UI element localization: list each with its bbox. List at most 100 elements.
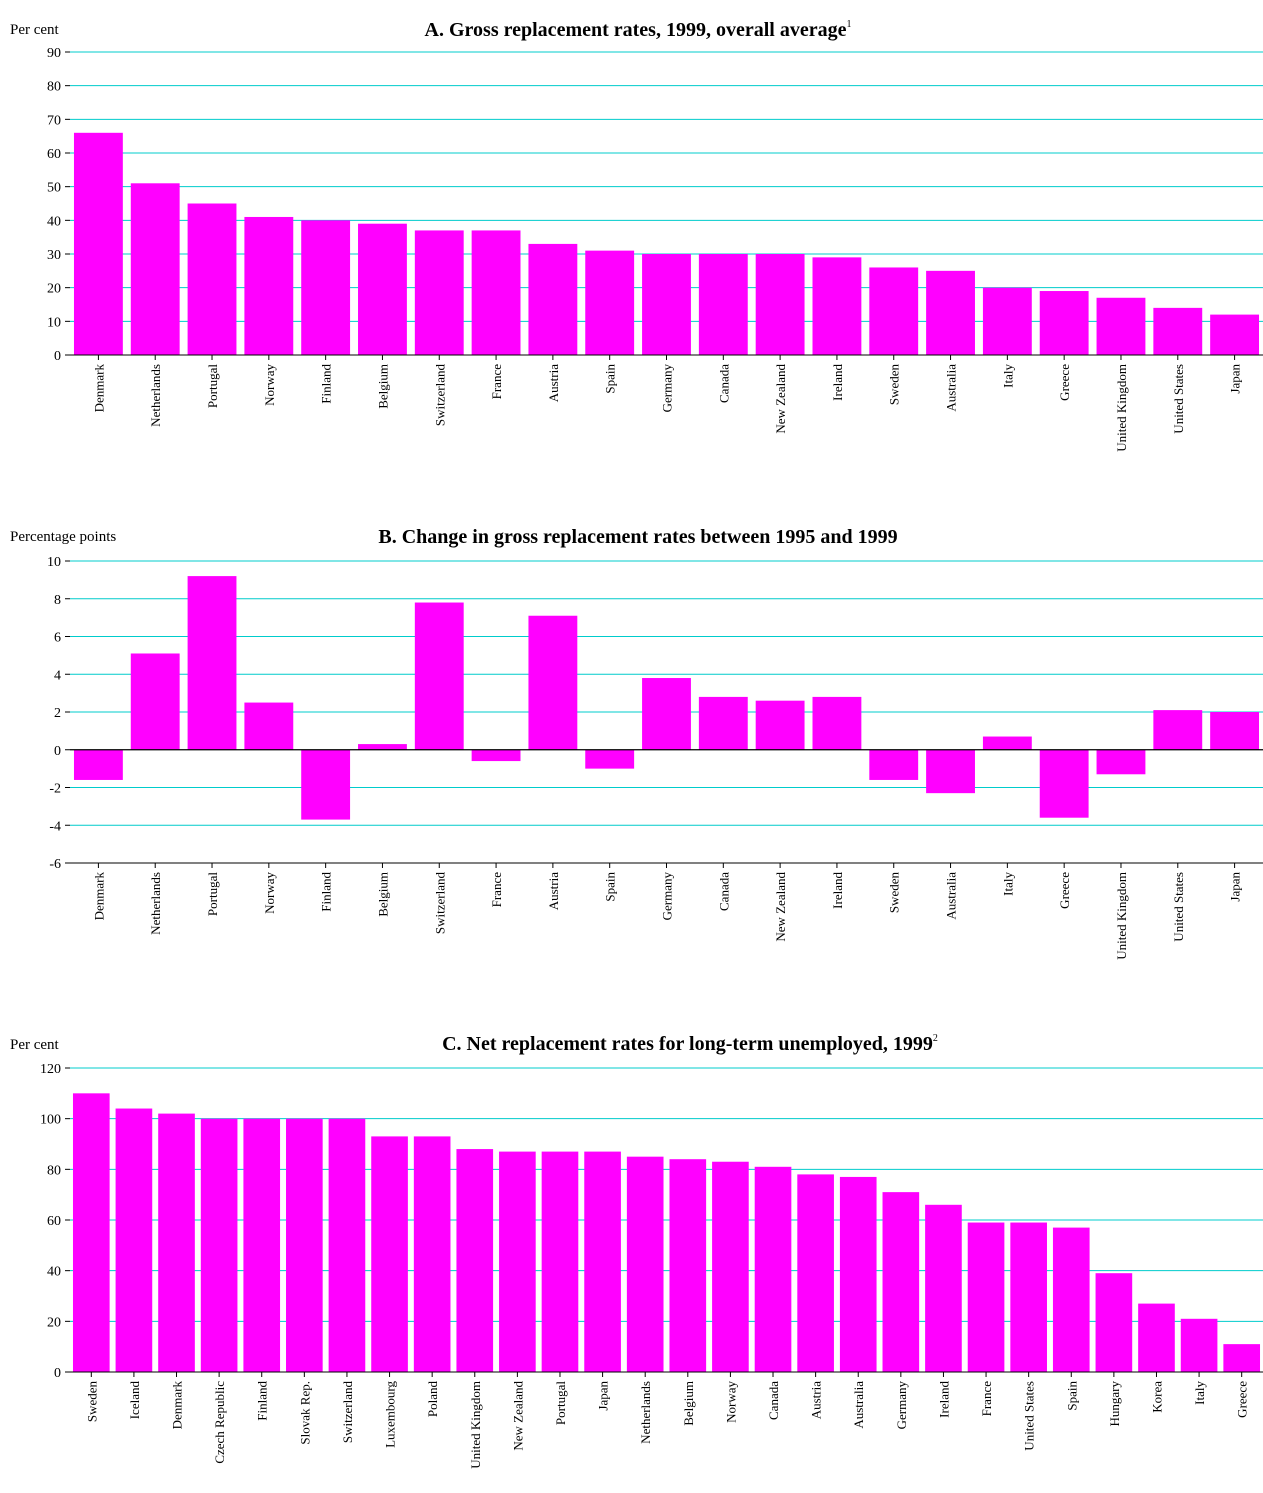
x-category-label: Greece [1057, 872, 1072, 909]
y-tick-label: 120 [40, 1062, 61, 1077]
bar-switzerland [414, 602, 464, 750]
y-tick-label: 80 [47, 1163, 61, 1178]
x-category-label: Japan [596, 1381, 611, 1411]
chart-title-footnote: 1 [846, 19, 851, 30]
x-category-label: Netherlands [148, 872, 163, 935]
x-category-label: Finland [319, 364, 334, 404]
x-category-label: United Kingdom [1114, 872, 1129, 960]
bar-australia [926, 270, 975, 355]
x-category-label: Finland [255, 1381, 270, 1421]
bar-finland [301, 220, 351, 355]
bar-united-states [1153, 710, 1203, 750]
bar-norway [244, 216, 294, 355]
bar-italy [1180, 1318, 1218, 1372]
bar-hungary [1095, 1273, 1133, 1372]
bar-spain [585, 250, 635, 355]
x-category-label: Slovak Rep. [297, 1381, 312, 1445]
bar-spain [1052, 1227, 1090, 1372]
bar-greece [1039, 749, 1089, 818]
bar-ireland [925, 1204, 962, 1372]
x-category-label: Czech Republic [212, 1381, 227, 1464]
y-tick-label: 80 [47, 80, 61, 95]
bar-united-states [1153, 307, 1203, 355]
y-tick-label: 0 [54, 1366, 61, 1381]
y-tick-label: 2 [54, 706, 61, 721]
bar-ireland [812, 257, 862, 355]
x-category-label: Sweden [84, 1381, 99, 1423]
x-category-label: New Zealand [773, 872, 788, 942]
chart-panel-0: Per cent A. Gross replacement rates, 1999… [10, 19, 1263, 452]
x-category-label: Australia [944, 872, 959, 920]
bar-france [471, 749, 521, 762]
bar-sweden [869, 267, 919, 355]
bar-united-kingdom [1096, 297, 1146, 355]
x-category-label: Spain [603, 364, 618, 394]
x-category-label: France [489, 364, 504, 400]
bar-japan [584, 1151, 621, 1372]
y-tick-label: 20 [47, 282, 61, 297]
y-tick-label: 0 [54, 349, 61, 364]
bar-korea [1138, 1303, 1175, 1372]
bar-denmark [73, 132, 123, 355]
bar-new-zealand [755, 254, 805, 355]
bar-netherlands [130, 183, 180, 355]
y-tick-label: 70 [47, 113, 61, 128]
chart-title: C. Net replacement rates for long-term u… [442, 1033, 938, 1055]
x-category-label: New Zealand [773, 364, 788, 434]
bar-austria [797, 1174, 834, 1372]
bar-sweden [869, 749, 919, 780]
bar-portugal [187, 203, 237, 355]
bar-belgium [358, 223, 407, 355]
y-axis-unit-label: Per cent [10, 22, 60, 38]
bar-new-zealand [755, 700, 805, 750]
bar-japan [1210, 712, 1260, 750]
bar-greece [1039, 291, 1089, 355]
chart-title-text: A. Gross replacement rates, 1999, overal… [425, 19, 847, 41]
x-category-label: United Kingdom [468, 1381, 483, 1469]
bar-france [471, 230, 521, 355]
x-category-label: United States [1171, 364, 1186, 434]
bar-australia [839, 1176, 877, 1372]
bar-austria [528, 615, 578, 750]
bar-greece [1223, 1344, 1261, 1372]
chart-panel-1: Percentage points B. Change in gross repl… [10, 526, 1263, 960]
x-category-label: Portugal [205, 872, 220, 916]
x-category-label: Denmark [91, 872, 106, 921]
x-category-label: Netherlands [148, 364, 163, 427]
bar-belgium [358, 744, 407, 750]
x-category-label: Sweden [887, 364, 902, 406]
bar-germany [642, 254, 691, 355]
x-category-label: Germany [894, 1381, 909, 1430]
x-category-label: Norway [262, 364, 277, 406]
x-category-label: United Kingdom [1114, 364, 1129, 452]
y-tick-label: 60 [47, 147, 61, 162]
x-category-label: Germany [660, 872, 675, 921]
y-tick-label: 100 [40, 1113, 61, 1128]
x-category-label: France [979, 1381, 994, 1417]
y-tick-label: 30 [47, 248, 61, 263]
x-category-label: Austria [546, 872, 561, 911]
y-tick-label: 40 [47, 214, 61, 229]
chart-title: A. Gross replacement rates, 1999, overal… [425, 19, 852, 41]
x-category-label: Sweden [887, 872, 902, 914]
x-category-label: Switzerland [432, 872, 447, 935]
x-category-label: Japan [1228, 872, 1243, 902]
chart-title: B. Change in gross replacement rates bet… [378, 526, 897, 548]
x-category-label: Canada [766, 1381, 781, 1420]
bar-switzerland [414, 230, 464, 355]
bar-czech-republic [200, 1118, 238, 1372]
bar-netherlands [130, 653, 180, 750]
x-category-label: Denmark [91, 364, 106, 413]
x-category-label: Ireland [936, 1381, 951, 1418]
bar-switzerland [328, 1118, 366, 1372]
x-category-label: Netherlands [638, 1381, 653, 1444]
y-tick-label: 60 [47, 1214, 61, 1229]
x-category-label: Ireland [830, 872, 845, 909]
bar-france [967, 1222, 1005, 1372]
x-category-label: Canada [716, 872, 731, 911]
x-category-label: Italy [1000, 872, 1015, 896]
y-axis-unit-label: Percentage points [10, 529, 116, 545]
bar-portugal [187, 576, 237, 750]
